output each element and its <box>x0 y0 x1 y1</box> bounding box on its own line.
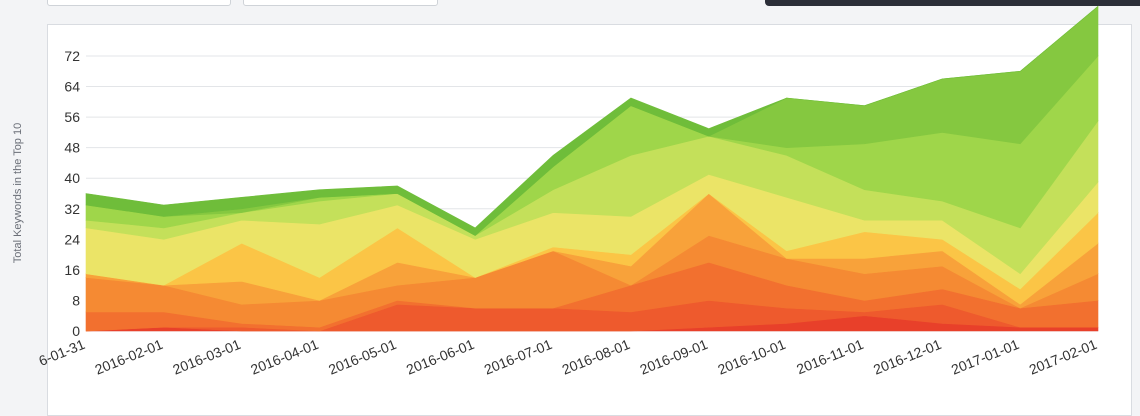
y-tick-label: 56 <box>64 109 80 125</box>
y-tick-label: 16 <box>64 262 80 278</box>
x-tick-label: 2016-08-01 <box>560 336 633 378</box>
y-axis-ticks: 0 8 16 24 32 40 48 56 64 72 <box>64 48 80 339</box>
y-tick-label: 24 <box>64 231 80 247</box>
x-tick-label: 2017-01-01 <box>949 336 1022 378</box>
y-tick-label: 0 <box>72 323 80 339</box>
x-tick-label: 2016-05-01 <box>326 336 399 378</box>
filter-control-1[interactable] <box>47 0 231 6</box>
x-axis-ticks: 6-01-31 2016-02-01 2016-03-01 2016-04-01 201… <box>36 336 1099 378</box>
x-tick-label: 2016-10-01 <box>715 336 788 378</box>
y-tick-label: 8 <box>72 292 80 308</box>
x-tick-label: 2016-02-01 <box>93 336 166 378</box>
area-series <box>85 5 1099 332</box>
x-tick-label: 2016-12-01 <box>871 336 944 378</box>
x-tick-label: 6-01-31 <box>36 336 87 369</box>
y-tick-label: 48 <box>64 140 80 156</box>
y-tick-label: 40 <box>64 170 80 186</box>
y-tick-label: 64 <box>64 79 80 95</box>
top-toolbar <box>765 0 1140 6</box>
filter-control-2[interactable] <box>243 0 438 6</box>
x-tick-label: 2016-07-01 <box>482 336 555 378</box>
y-axis-label: Total Keywords in the Top 10 <box>12 123 24 263</box>
x-tick-label: 2016-11-01 <box>794 336 866 377</box>
x-tick-label: 2016-03-01 <box>170 336 243 378</box>
y-tick-label: 32 <box>64 201 80 217</box>
x-tick-label: 2016-04-01 <box>248 336 321 378</box>
x-tick-label: 2016-09-01 <box>637 336 710 378</box>
x-tick-label: 2016-06-01 <box>404 336 477 378</box>
x-tick-label: 2017-02-01 <box>1027 336 1100 378</box>
area-series-11 <box>85 6 1099 236</box>
y-tick-label: 72 <box>64 48 80 64</box>
